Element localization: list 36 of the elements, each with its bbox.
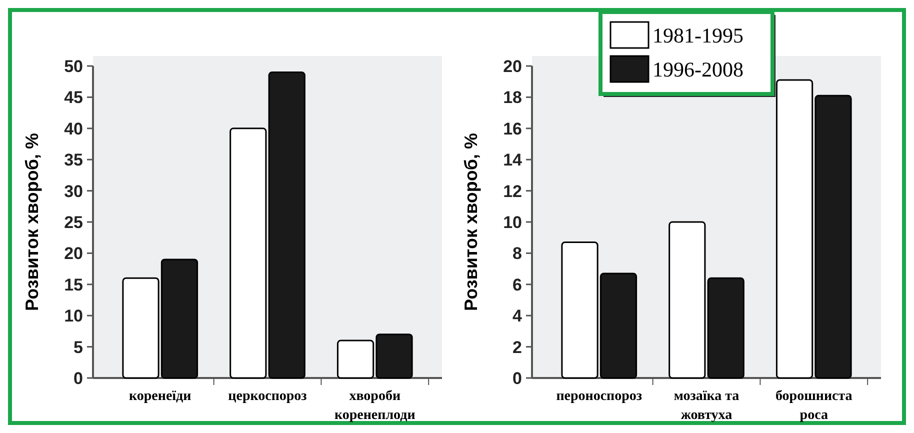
y-tick-label: 10 (503, 212, 522, 232)
y-tick-label: 8 (512, 244, 522, 264)
y-tick-label: 4 (512, 306, 523, 326)
y-axis-title: Розвиток хвороб, % (22, 133, 42, 311)
bar (230, 128, 267, 379)
bar (268, 71, 306, 379)
y-tick-label: 10 (64, 306, 83, 326)
y-tick-label: 2 (512, 338, 522, 357)
y-tick-label: 20 (503, 56, 522, 76)
y-tick-label: 12 (503, 182, 522, 201)
x-tick-label: борошниста роса (775, 389, 852, 423)
y-tick-label: 35 (64, 150, 83, 170)
y-tick-label: 50 (64, 56, 83, 76)
x-tick-label: хвороби коренеплоди (334, 389, 416, 423)
y-axis-title: Розвиток хвороб, % (461, 133, 481, 311)
y-tick-label: 45 (64, 88, 83, 108)
y-tick-label: 0 (74, 368, 83, 388)
y-tick-label: 30 (64, 182, 83, 201)
bar (668, 221, 706, 379)
x-tick-label: коренеїди (129, 389, 192, 404)
legend-label: 1996-2008 (652, 57, 744, 82)
legend-label: 1981-1995 (652, 23, 744, 48)
y-tick-label: 25 (64, 212, 83, 232)
x-tick-label: мозаїка та жовтуха (674, 389, 740, 423)
y-tick-label: 14 (503, 150, 523, 170)
y-tick-label: 5 (74, 338, 83, 357)
y-tick-label: 15 (64, 275, 83, 294)
y-tick-label: 0 (512, 368, 522, 388)
y-tick-label: 18 (503, 88, 522, 108)
y-tick-label: 6 (512, 275, 522, 294)
y-tick-label: 20 (64, 244, 83, 264)
x-tick-label: церкоспороз (228, 389, 308, 404)
y-tick-label: 40 (64, 119, 83, 138)
y-tick-label: 16 (503, 119, 522, 138)
bar (707, 277, 744, 379)
x-tick-label: пероноспороз (556, 389, 642, 404)
